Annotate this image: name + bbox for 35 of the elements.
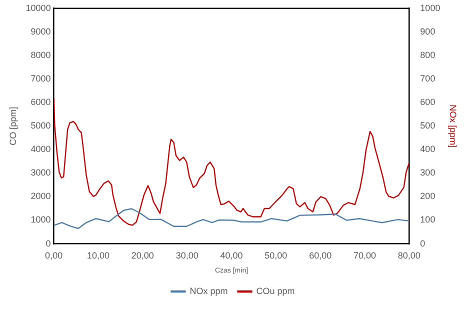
x-tick-label: 40,00 xyxy=(220,250,243,261)
x-tick-label: 10,00 xyxy=(86,250,110,261)
legend-label: COu ppm xyxy=(256,286,295,296)
y2-tick-label: 900 xyxy=(420,26,436,36)
y-tick-label: 1000 xyxy=(30,214,51,225)
x-tick-label: 70,00 xyxy=(353,250,376,261)
x-tick-label: 0,00 xyxy=(45,250,63,261)
y-tick-label: 8000 xyxy=(30,50,51,60)
legend-label: NOx ppm xyxy=(190,286,228,296)
y2-tick-label: 200 xyxy=(420,191,436,202)
y2-tick-label: 400 xyxy=(420,144,436,154)
y-axis-title: CO [ppm] xyxy=(8,106,18,146)
y-tick-label: 0 xyxy=(46,238,51,248)
y2-tick-label: 800 xyxy=(420,50,436,60)
x-tick-label: 50,00 xyxy=(264,250,288,261)
y-tick-label: 2000 xyxy=(30,191,51,202)
x-tick-label: 30,00 xyxy=(176,250,198,261)
y-tick-label: 5000 xyxy=(30,120,51,131)
y-tick-label: 4000 xyxy=(30,144,51,154)
y2-axis-title: NOx [ppm] xyxy=(448,104,458,148)
y2-tick-label: 300 xyxy=(420,168,436,178)
y2-tick-label: 100 xyxy=(420,214,436,225)
x-tick-label: 60,00 xyxy=(309,250,332,261)
y2-tick-label: 1000 xyxy=(420,2,440,13)
y2-tick-label: 600 xyxy=(420,97,436,108)
y-tick-label: 6000 xyxy=(30,97,51,108)
y-tick-label: 3000 xyxy=(30,168,51,178)
y-tick-label: 9000 xyxy=(30,26,51,36)
y2-tick-label: 0 xyxy=(420,238,426,248)
x-tick-label: 80,00 xyxy=(398,250,420,261)
x-tick-label: 20,00 xyxy=(131,250,154,261)
y-tick-label: 10000 xyxy=(26,2,51,13)
y-tick-label: 7000 xyxy=(30,74,51,84)
y2-tick-label: 500 xyxy=(420,120,436,131)
y2-tick-label: 700 xyxy=(420,74,436,84)
